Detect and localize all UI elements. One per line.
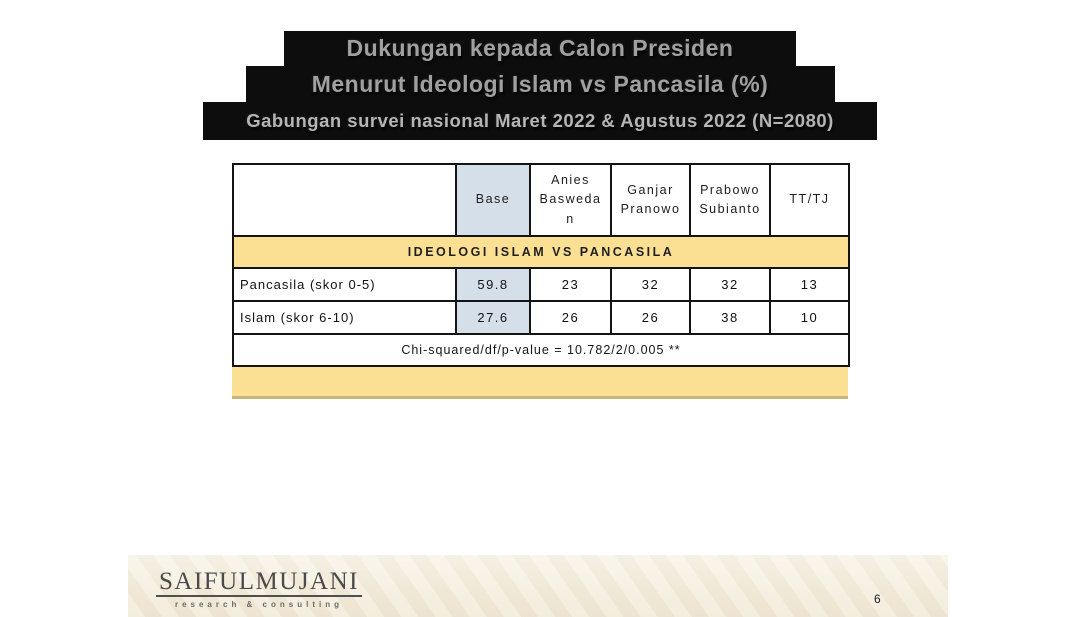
brand-name: SAIFULMUJANI [156,569,362,597]
title-line-2: Menurut Ideologi Islam vs Pancasila (%) [245,66,835,102]
page-number: 6 [874,592,881,606]
cell-value: 13 [769,267,850,302]
table-row-pancasila: Pancasila (skor 0-5) 59.8 23 32 32 13 [232,267,850,302]
section-band-row: IDEOLOGI ISLAM VS PANCASILA [232,235,850,269]
cell-value: 23 [529,267,612,302]
header-ttj-cell: TT/TJ [769,163,850,237]
table-row-islam: Islam (skor 6-10) 27.6 26 26 38 10 [232,300,850,335]
cell-value: 38 [689,300,771,335]
base-value: 59.8 [455,267,531,302]
footer-strip [128,555,948,617]
table-bottom-band [232,367,848,399]
header-candidate-ganjar: Ganjar Pranowo [610,163,691,237]
cell-value: 26 [610,300,691,335]
row-label: Pancasila (skor 0-5) [232,267,457,302]
base-value: 27.6 [455,300,531,335]
table-header-row: Base Anies Basweda n Ganjar Pranowo Prab… [232,163,850,237]
cell-value: 10 [769,300,850,335]
row-label: Islam (skor 6-10) [232,300,457,335]
header-empty-cell [232,163,457,237]
brand-tagline: research & consulting [174,600,343,609]
title-line-1: Dukungan kepada Calon Presiden [284,31,796,66]
brand-logo: SAIFULMUJANI research & consulting [156,569,362,609]
stat-note-row: Chi-squared/df/p-value = 10.782/2/0.005 … [232,333,850,367]
subtitle: Gabungan survei nasional Maret 2022 & Ag… [203,102,877,140]
cell-value: 32 [689,267,771,302]
results-table: Base Anies Basweda n Ganjar Pranowo Prab… [232,163,850,367]
stat-note: Chi-squared/df/p-value = 10.782/2/0.005 … [232,333,850,367]
header-candidate-anies: Anies Basweda n [529,163,612,237]
section-band: IDEOLOGI ISLAM VS PANCASILA [232,235,850,269]
header-candidate-prabowo: Prabowo Subianto [689,163,771,237]
title-block: Dukungan kepada Calon Presiden Menurut I… [0,31,1080,140]
cell-value: 26 [529,300,612,335]
results-table-wrap: Base Anies Basweda n Ganjar Pranowo Prab… [232,163,850,399]
cell-value: 32 [610,267,691,302]
header-base-cell: Base [455,163,531,237]
